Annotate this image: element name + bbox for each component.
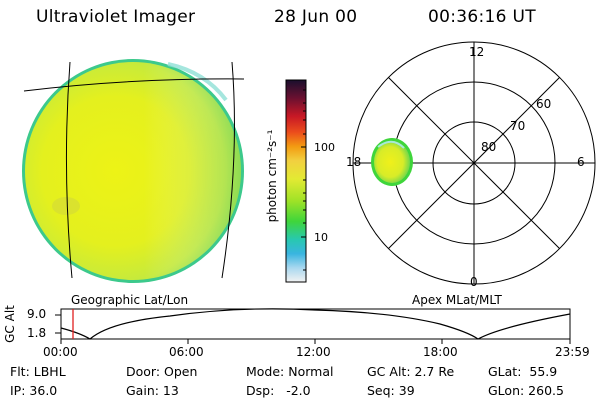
colorbar-tick-10: 10 [314,231,328,244]
polar-panel-label: Apex MLat/MLT [412,293,502,307]
time-tick-0000: 00:00 [43,345,78,359]
info-filter: Flt: LBHL [10,364,66,379]
polar-lat-80: 80 [481,140,497,154]
polar-mlt-18: 18 [346,155,362,169]
polar-lat-70: 70 [510,119,526,133]
observation-date: 28 Jun 00 [274,7,358,27]
info-gain: Gain: 13 [126,383,179,398]
earth-disk-image [22,59,245,283]
info-dsp: Dsp: -2.0 [246,383,311,398]
time-tick-1800: 18:00 [423,345,458,359]
info-glon: GLon: 260.5 [488,383,564,398]
colorbar-tick-100: 100 [314,141,335,154]
polar-mlt-12: 12 [469,45,485,59]
time-tick-0600: 06:00 [169,345,204,359]
altitude-ytick-1-8: 1.8 [27,326,47,340]
time-tick-2359: 23:59 [555,345,590,359]
info-ip: IP: 36.0 [10,383,58,398]
instrument-title: Ultraviolet Imager [36,7,196,27]
info-mode: Mode: Normal [246,364,334,379]
info-seq: Seq: 39 [367,383,415,398]
colorbar [285,79,307,283]
time-tick-1200: 12:00 [296,345,331,359]
polar-plot [352,41,596,285]
observation-time: 00:36:16 UT [428,7,536,27]
polar-mlt-0: 0 [470,275,478,289]
info-glat: GLat: 55.9 [488,364,558,379]
altitude-ylabel: GC Alt [3,305,17,343]
altitude-strip [55,308,571,344]
info-door: Door: Open [126,364,198,379]
info-gc-alt: GC Alt: 2.7 Re [367,364,455,379]
geographic-panel-label: Geographic Lat/Lon [71,293,189,307]
altitude-ytick-9: 9.0 [27,307,47,321]
polar-lat-60: 60 [536,97,552,111]
polar-mlt-6: 6 [577,155,585,169]
colorbar-unit-label: photon cm⁻²s⁻¹ [265,129,279,223]
